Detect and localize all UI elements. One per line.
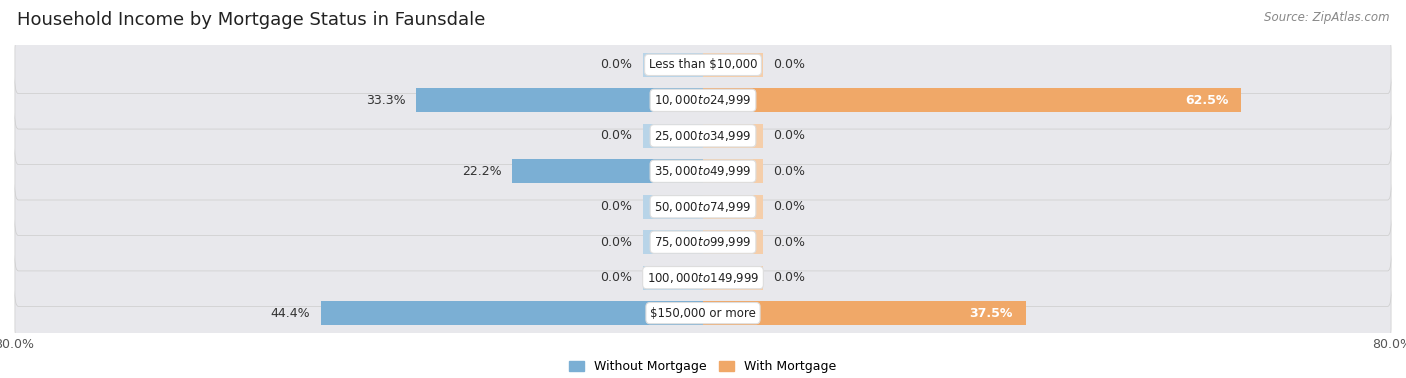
Text: 62.5%: 62.5% <box>1185 94 1229 107</box>
Bar <box>643 230 703 254</box>
Text: $75,000 to $99,999: $75,000 to $99,999 <box>654 235 752 249</box>
FancyBboxPatch shape <box>15 284 1391 342</box>
Text: 22.2%: 22.2% <box>461 165 502 178</box>
Bar <box>643 124 703 148</box>
Text: 37.5%: 37.5% <box>970 307 1012 320</box>
Text: 0.0%: 0.0% <box>773 271 806 284</box>
Bar <box>703 195 763 219</box>
Text: Source: ZipAtlas.com: Source: ZipAtlas.com <box>1264 11 1389 24</box>
Bar <box>703 301 1026 325</box>
Text: 0.0%: 0.0% <box>600 58 633 71</box>
Text: 0.0%: 0.0% <box>773 200 806 213</box>
Bar <box>703 230 763 254</box>
Bar <box>703 159 763 183</box>
Text: 0.0%: 0.0% <box>773 129 806 142</box>
Text: $50,000 to $74,999: $50,000 to $74,999 <box>654 200 752 214</box>
FancyBboxPatch shape <box>15 107 1391 164</box>
Text: $25,000 to $34,999: $25,000 to $34,999 <box>654 129 752 143</box>
FancyBboxPatch shape <box>15 249 1391 307</box>
Bar <box>703 53 763 77</box>
Bar <box>643 53 703 77</box>
Bar <box>512 159 703 183</box>
Text: $10,000 to $24,999: $10,000 to $24,999 <box>654 93 752 107</box>
Text: 0.0%: 0.0% <box>773 236 806 249</box>
Bar <box>643 195 703 219</box>
Text: Less than $10,000: Less than $10,000 <box>648 58 758 71</box>
Bar <box>703 88 1241 112</box>
FancyBboxPatch shape <box>15 36 1391 94</box>
Text: 0.0%: 0.0% <box>773 165 806 178</box>
Text: 0.0%: 0.0% <box>600 236 633 249</box>
Bar <box>416 88 703 112</box>
Text: $100,000 to $149,999: $100,000 to $149,999 <box>647 271 759 285</box>
Bar <box>703 266 763 290</box>
FancyBboxPatch shape <box>15 143 1391 200</box>
Text: $150,000 or more: $150,000 or more <box>650 307 756 320</box>
Text: 0.0%: 0.0% <box>600 129 633 142</box>
Bar <box>703 124 763 148</box>
Bar <box>321 301 703 325</box>
Text: 0.0%: 0.0% <box>773 58 806 71</box>
FancyBboxPatch shape <box>15 71 1391 129</box>
Text: 33.3%: 33.3% <box>367 94 406 107</box>
Text: $35,000 to $49,999: $35,000 to $49,999 <box>654 164 752 178</box>
Text: 0.0%: 0.0% <box>600 200 633 213</box>
FancyBboxPatch shape <box>15 214 1391 271</box>
Text: Household Income by Mortgage Status in Faunsdale: Household Income by Mortgage Status in F… <box>17 11 485 29</box>
Legend: Without Mortgage, With Mortgage: Without Mortgage, With Mortgage <box>564 355 842 378</box>
Bar <box>643 266 703 290</box>
Text: 44.4%: 44.4% <box>271 307 311 320</box>
Text: 0.0%: 0.0% <box>600 271 633 284</box>
FancyBboxPatch shape <box>15 178 1391 235</box>
